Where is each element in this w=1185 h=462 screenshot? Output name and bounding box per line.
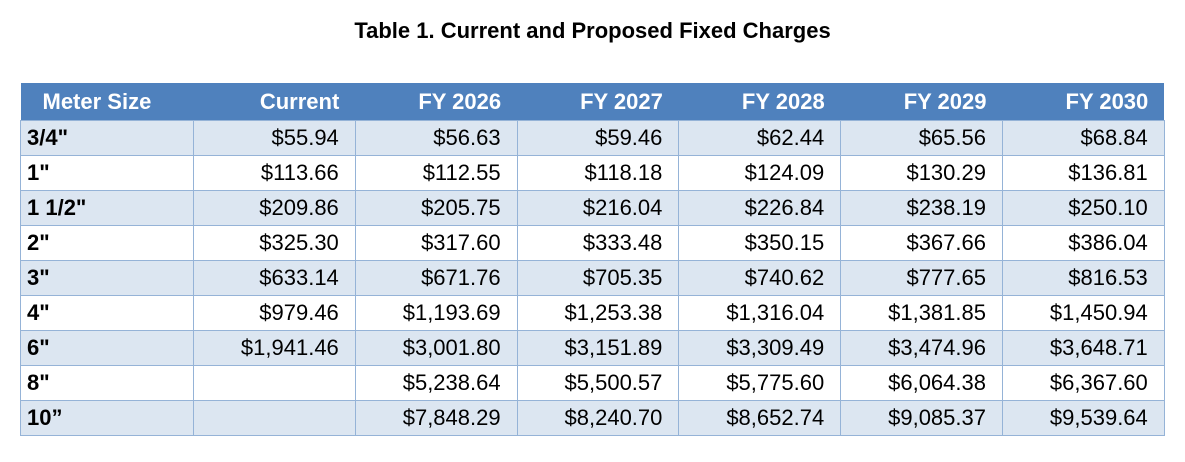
- charge-cell: $367.66: [840, 225, 1003, 261]
- fixed-charges-table: Meter Size Current FY 2026 FY 2027 FY 20…: [20, 83, 1165, 436]
- meter-size-cell: 4": [20, 295, 194, 331]
- column-header-fy2026: FY 2026: [355, 83, 518, 121]
- charge-cell: $68.84: [1001, 120, 1165, 156]
- column-header-current: Current: [193, 83, 356, 121]
- column-header-fy2029: FY 2029: [840, 83, 1003, 121]
- charge-cell: $1,381.85: [840, 295, 1003, 331]
- meter-size-cell: 2": [20, 225, 194, 261]
- table-row: 1" $113.66 $112.55 $118.18 $124.09 $130.…: [20, 155, 1165, 191]
- column-header-fy2028: FY 2028: [678, 83, 841, 121]
- charge-cell: $6,064.38: [840, 365, 1003, 401]
- charge-cell: $5,238.64: [354, 365, 518, 401]
- charge-cell: $3,309.49: [678, 330, 842, 366]
- charge-cell: [193, 365, 356, 401]
- charge-cell: $216.04: [516, 190, 680, 226]
- charge-cell: $333.48: [516, 225, 680, 261]
- table-caption: Table 1. Current and Proposed Fixed Char…: [354, 18, 831, 43]
- table-row: 1 1/2" $209.86 $205.75 $216.04 $226.84 $…: [20, 190, 1165, 226]
- charge-cell: $3,648.71: [1001, 330, 1165, 366]
- charge-cell: $65.56: [840, 120, 1003, 156]
- table-row: 3" $633.14 $671.76 $705.35 $740.62 $777.…: [20, 260, 1165, 296]
- charge-cell: $136.81: [1001, 155, 1165, 191]
- meter-size-cell: 8": [20, 365, 194, 401]
- charge-cell: $59.46: [516, 120, 680, 156]
- charge-cell: $124.09: [678, 155, 842, 191]
- charge-cell: $9,085.37: [840, 400, 1003, 436]
- charge-cell: $317.60: [354, 225, 518, 261]
- charge-cell: $5,500.57: [516, 365, 680, 401]
- charge-cell: $62.44: [678, 120, 842, 156]
- charge-cell: $250.10: [1001, 190, 1165, 226]
- charge-cell: $705.35: [516, 260, 680, 296]
- meter-size-cell: 3": [20, 260, 194, 296]
- meter-size-cell: 1": [20, 155, 194, 191]
- table-row: 3/4" $55.94 $56.63 $59.46 $62.44 $65.56 …: [20, 120, 1165, 156]
- charge-cell: $113.66: [193, 155, 356, 191]
- charge-cell: $112.55: [354, 155, 518, 191]
- table-row: 10” $7,848.29 $8,240.70 $8,652.74 $9,085…: [20, 400, 1165, 436]
- charge-cell: $633.14: [193, 260, 356, 296]
- charge-cell: $226.84: [678, 190, 842, 226]
- charge-cell: $325.30: [193, 225, 356, 261]
- charge-cell: $740.62: [678, 260, 842, 296]
- charge-cell: $1,253.38: [516, 295, 680, 331]
- charge-cell: $8,240.70: [516, 400, 680, 436]
- meter-size-cell: 10”: [20, 400, 194, 436]
- charge-cell: $9,539.64: [1001, 400, 1165, 436]
- charge-cell: $118.18: [516, 155, 680, 191]
- charge-cell: $1,193.69: [354, 295, 518, 331]
- meter-size-cell: 1 1/2": [20, 190, 194, 226]
- charge-cell: $130.29: [840, 155, 1003, 191]
- charge-cell: $3,151.89: [516, 330, 680, 366]
- charge-cell: $55.94: [193, 120, 356, 156]
- charge-cell: $5,775.60: [678, 365, 842, 401]
- charge-cell: $56.63: [354, 120, 518, 156]
- charge-cell: $350.15: [678, 225, 842, 261]
- column-header-meter-size: Meter Size: [20, 83, 194, 121]
- column-header-fy2030: FY 2030: [1002, 83, 1165, 121]
- charge-cell: $3,001.80: [354, 330, 518, 366]
- table-row: 4" $979.46 $1,193.69 $1,253.38 $1,316.04…: [20, 295, 1165, 331]
- charge-cell: $7,848.29: [354, 400, 518, 436]
- meter-size-cell: 3/4": [20, 120, 194, 156]
- charge-cell: $671.76: [354, 260, 518, 296]
- charge-cell: $816.53: [1001, 260, 1165, 296]
- charge-cell: $238.19: [840, 190, 1003, 226]
- column-header-fy2027: FY 2027: [517, 83, 679, 121]
- charge-cell: $386.04: [1001, 225, 1165, 261]
- charge-cell: [193, 400, 356, 436]
- charge-cell: $8,652.74: [678, 400, 842, 436]
- table-row: 2" $325.30 $317.60 $333.48 $350.15 $367.…: [20, 225, 1165, 261]
- meter-size-cell: 6": [20, 330, 194, 366]
- charge-cell: $205.75: [354, 190, 518, 226]
- charge-cell: $209.86: [193, 190, 356, 226]
- charge-cell: $6,367.60: [1001, 365, 1165, 401]
- charge-cell: $777.65: [840, 260, 1003, 296]
- charge-cell: $3,474.96: [840, 330, 1003, 366]
- table-row: 8" $5,238.64 $5,500.57 $5,775.60 $6,064.…: [20, 365, 1165, 401]
- charge-cell: $1,941.46: [193, 330, 356, 366]
- charge-cell: $979.46: [193, 295, 356, 331]
- charge-cell: $1,316.04: [678, 295, 842, 331]
- charge-cell: $1,450.94: [1001, 295, 1165, 331]
- table-header-row: Meter Size Current FY 2026 FY 2027 FY 20…: [20, 83, 1165, 121]
- table-row: 6" $1,941.46 $3,001.80 $3,151.89 $3,309.…: [20, 330, 1165, 366]
